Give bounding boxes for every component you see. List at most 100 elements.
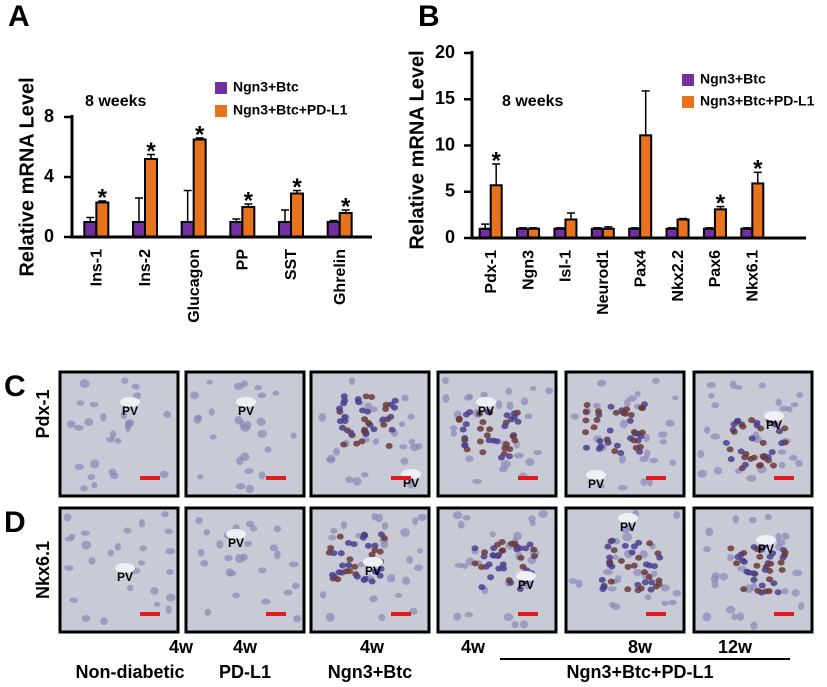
stained-cell	[738, 557, 746, 564]
nucleus	[249, 525, 258, 532]
micrograph: PV	[564, 370, 686, 498]
nucleus	[711, 579, 719, 589]
nucleus	[256, 417, 266, 426]
stained-cell	[526, 541, 534, 548]
stained-cell	[479, 449, 487, 456]
stained-cell	[727, 456, 735, 463]
nucleus	[76, 400, 85, 406]
stained-cell	[490, 437, 498, 444]
nucleus	[114, 437, 122, 444]
nucleus	[401, 394, 409, 402]
stained-cell	[595, 445, 603, 452]
nucleus	[533, 450, 543, 456]
nucleus	[64, 536, 75, 542]
vessel	[764, 411, 784, 421]
x-tick-label: Pdx-1	[483, 250, 500, 294]
stained-cell	[755, 462, 763, 469]
nucleus	[725, 605, 736, 614]
stained-cell	[505, 577, 513, 584]
nucleus	[204, 608, 212, 617]
nucleus	[781, 588, 789, 595]
stained-cell	[624, 586, 632, 593]
stained-cell	[582, 429, 590, 436]
stained-cell	[461, 437, 469, 444]
stained-cell	[511, 540, 519, 547]
stained-cell	[516, 585, 524, 592]
stained-cell	[617, 450, 625, 457]
nucleus	[274, 550, 281, 560]
stained-cell	[630, 543, 638, 550]
micrograph: PV	[309, 370, 431, 498]
nucleus	[711, 402, 720, 409]
vessel	[115, 563, 135, 573]
nucleus	[703, 546, 712, 553]
nucleus	[375, 513, 384, 523]
nucleus	[400, 528, 410, 537]
stained-cell	[350, 541, 358, 548]
stained-cell	[759, 453, 767, 460]
stained-cell	[740, 586, 748, 593]
nucleus	[240, 452, 250, 462]
stained-cell	[642, 561, 650, 568]
nucleus	[706, 382, 716, 389]
vessel	[476, 397, 496, 407]
nucleus	[798, 602, 805, 611]
stained-cell	[334, 576, 342, 583]
nucleus	[106, 436, 115, 443]
nucleus	[596, 482, 605, 489]
micrograph-border	[564, 506, 686, 634]
stained-cell	[517, 554, 525, 561]
stained-cell	[781, 549, 789, 556]
nucleus	[245, 520, 255, 528]
stained-cell	[516, 545, 524, 552]
micrograph-border	[564, 370, 686, 498]
bar	[639, 134, 653, 239]
stained-cell	[385, 442, 393, 449]
nucleus	[288, 561, 299, 568]
nucleus	[258, 567, 267, 574]
nucleus	[244, 468, 254, 474]
stained-cell	[727, 545, 735, 552]
nucleus	[370, 406, 378, 413]
stained-cell	[778, 440, 786, 447]
nucleus	[466, 393, 474, 400]
stained-cell	[371, 547, 379, 554]
vessel-label: PV	[766, 418, 782, 432]
bar	[676, 218, 690, 239]
x-tick-label: Ngn3	[520, 250, 537, 290]
nucleus	[232, 592, 240, 599]
nucleus	[380, 541, 389, 549]
nucleus	[402, 576, 411, 585]
nucleus	[165, 547, 176, 555]
stained-cell	[342, 568, 350, 575]
stained-cell	[346, 556, 354, 563]
stained-cell	[749, 570, 757, 577]
micrograph-border	[184, 370, 306, 498]
time-label: 4w	[360, 637, 385, 657]
stained-cell	[483, 432, 491, 439]
vessel	[226, 529, 246, 539]
group-label: Ngn3+Btc+PD-L1	[566, 662, 713, 682]
vessel	[363, 557, 383, 567]
stained-cell	[360, 576, 368, 583]
nucleus	[258, 471, 266, 480]
nucleus	[633, 568, 643, 576]
nucleus	[511, 621, 519, 629]
nucleus	[658, 431, 668, 438]
micrograph: PV	[564, 506, 686, 634]
stained-cell	[486, 426, 494, 433]
stained-cell	[340, 441, 348, 448]
micrograph: PV	[184, 370, 306, 498]
nucleus	[778, 461, 786, 469]
nucleus	[462, 515, 471, 521]
nucleus	[640, 478, 648, 487]
nucleus	[660, 584, 670, 592]
nucleus	[744, 584, 754, 594]
micrograph: PV	[58, 506, 180, 634]
nucleus	[369, 595, 378, 603]
nucleus	[545, 387, 554, 395]
micrograph-border	[58, 370, 180, 498]
nucleus	[570, 413, 579, 420]
nucleus	[348, 377, 356, 386]
nucleus	[399, 444, 408, 450]
